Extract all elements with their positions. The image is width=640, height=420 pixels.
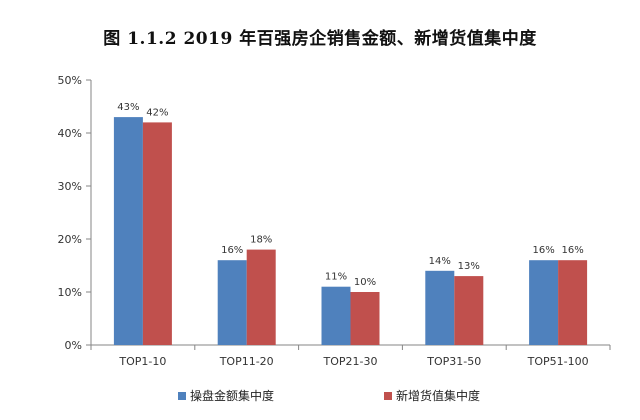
y-tick-label: 0% bbox=[65, 339, 82, 352]
data-label: 13% bbox=[458, 261, 480, 272]
y-tick-label: 40% bbox=[58, 127, 82, 140]
data-label: 43% bbox=[117, 102, 139, 113]
data-label: 16% bbox=[221, 245, 243, 256]
y-tick-label: 30% bbox=[58, 180, 82, 193]
x-tick-label: TOP31-50 bbox=[426, 355, 481, 368]
legend-label: 操盘金额集中度 bbox=[190, 388, 274, 403]
legend-swatch bbox=[384, 392, 392, 400]
bar bbox=[529, 260, 559, 345]
bar bbox=[113, 117, 143, 345]
legend-label: 新增货值集中度 bbox=[396, 388, 480, 403]
data-label: 16% bbox=[532, 245, 554, 256]
legend: 操盘金额集中度 新增货值集中度 bbox=[178, 388, 480, 403]
bar bbox=[321, 286, 351, 345]
y-tick-label: 50% bbox=[58, 74, 82, 87]
data-label: 10% bbox=[354, 277, 376, 288]
bar bbox=[217, 260, 247, 345]
bar bbox=[350, 292, 380, 345]
bar bbox=[425, 270, 455, 345]
axes: 0% 10% 20% 30% 40% 50% TOP1-10 TOP11-20 TOP21-30… bbox=[58, 74, 611, 368]
bars bbox=[113, 117, 588, 346]
bar bbox=[558, 260, 588, 345]
data-labels: 43% 42% 16% 18% 11% 10% 14% 13% 16% 16% bbox=[117, 102, 583, 288]
chart-title: 图 1.1.2 2019 年百强房企销售金额、新增货值集中度 bbox=[103, 29, 537, 49]
bar bbox=[454, 276, 484, 345]
data-label: 18% bbox=[250, 235, 272, 246]
data-label: 11% bbox=[325, 272, 347, 283]
bar bbox=[142, 122, 172, 346]
x-tick-label: TOP1-10 bbox=[118, 355, 166, 368]
y-tick-label: 10% bbox=[58, 286, 82, 299]
data-label: 42% bbox=[146, 107, 168, 118]
data-label: 16% bbox=[561, 245, 583, 256]
legend-swatch bbox=[178, 392, 186, 400]
x-tick-label: TOP51-100 bbox=[527, 355, 589, 368]
x-tick-label: TOP11-20 bbox=[219, 355, 274, 368]
x-tick-label: TOP21-30 bbox=[323, 355, 378, 368]
y-tick-label: 20% bbox=[58, 233, 82, 246]
data-label: 14% bbox=[429, 256, 451, 267]
bar bbox=[246, 249, 276, 345]
